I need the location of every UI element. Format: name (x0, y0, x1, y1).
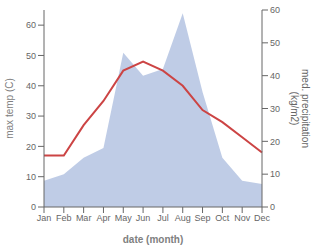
svg-text:50: 50 (26, 51, 36, 61)
svg-text:10: 10 (26, 172, 36, 182)
svg-text:40: 40 (270, 71, 280, 81)
svg-text:Aug: Aug (175, 213, 191, 223)
svg-text:60: 60 (270, 5, 280, 15)
svg-text:Apr: Apr (96, 213, 110, 223)
svg-text:max temp (C): max temp (C) (8, 78, 15, 139)
svg-text:May: May (115, 213, 133, 223)
svg-text:20: 20 (270, 137, 280, 147)
svg-text:Sep: Sep (195, 213, 211, 223)
svg-text:Dec: Dec (254, 213, 271, 223)
svg-text:40: 40 (26, 81, 36, 91)
svg-text:Jul: Jul (157, 213, 169, 223)
svg-text:med. precipitation(kg/m2): med. precipitation(kg/m2) (289, 69, 310, 148)
svg-text:20: 20 (26, 142, 36, 152)
svg-text:Jun: Jun (136, 213, 151, 223)
svg-text:Oct: Oct (215, 213, 230, 223)
svg-text:Feb: Feb (56, 213, 72, 223)
svg-text:0: 0 (270, 202, 275, 212)
svg-text:30: 30 (26, 111, 36, 121)
svg-text:60: 60 (26, 20, 36, 30)
svg-text:Jan: Jan (37, 213, 52, 223)
svg-text:10: 10 (270, 169, 280, 179)
svg-text:Mar: Mar (76, 213, 92, 223)
svg-text:30: 30 (270, 104, 280, 114)
svg-text:Nov: Nov (234, 213, 251, 223)
svg-text:date (month): date (month) (123, 234, 184, 245)
svg-text:0: 0 (31, 202, 36, 212)
svg-text:50: 50 (270, 38, 280, 48)
